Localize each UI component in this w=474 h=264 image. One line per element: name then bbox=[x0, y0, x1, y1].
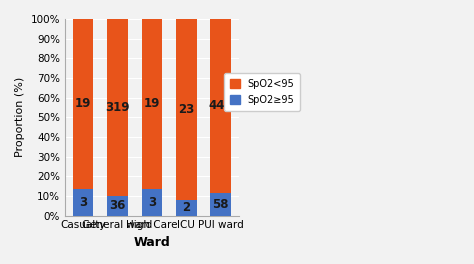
Text: 23: 23 bbox=[178, 103, 194, 116]
Bar bbox=[142, 19, 162, 189]
Bar bbox=[73, 189, 93, 216]
Text: 3: 3 bbox=[79, 196, 87, 209]
Text: 19: 19 bbox=[144, 97, 160, 110]
Text: 441: 441 bbox=[209, 99, 233, 112]
Bar bbox=[210, 193, 231, 216]
Bar bbox=[107, 196, 128, 216]
Bar bbox=[142, 189, 162, 216]
Text: 36: 36 bbox=[109, 199, 126, 212]
Text: 19: 19 bbox=[75, 97, 91, 110]
Bar bbox=[107, 19, 128, 196]
Y-axis label: Proportion (%): Proportion (%) bbox=[15, 77, 25, 157]
Text: 58: 58 bbox=[212, 198, 229, 211]
Bar bbox=[176, 200, 197, 216]
X-axis label: Ward: Ward bbox=[134, 236, 170, 249]
Text: 319: 319 bbox=[105, 101, 130, 114]
Bar bbox=[73, 19, 93, 189]
Text: 2: 2 bbox=[182, 201, 191, 214]
Text: 3: 3 bbox=[148, 196, 156, 209]
Legend: SpO2<95, SpO2≥95: SpO2<95, SpO2≥95 bbox=[224, 73, 300, 111]
Bar bbox=[210, 19, 231, 193]
Bar bbox=[176, 19, 197, 200]
